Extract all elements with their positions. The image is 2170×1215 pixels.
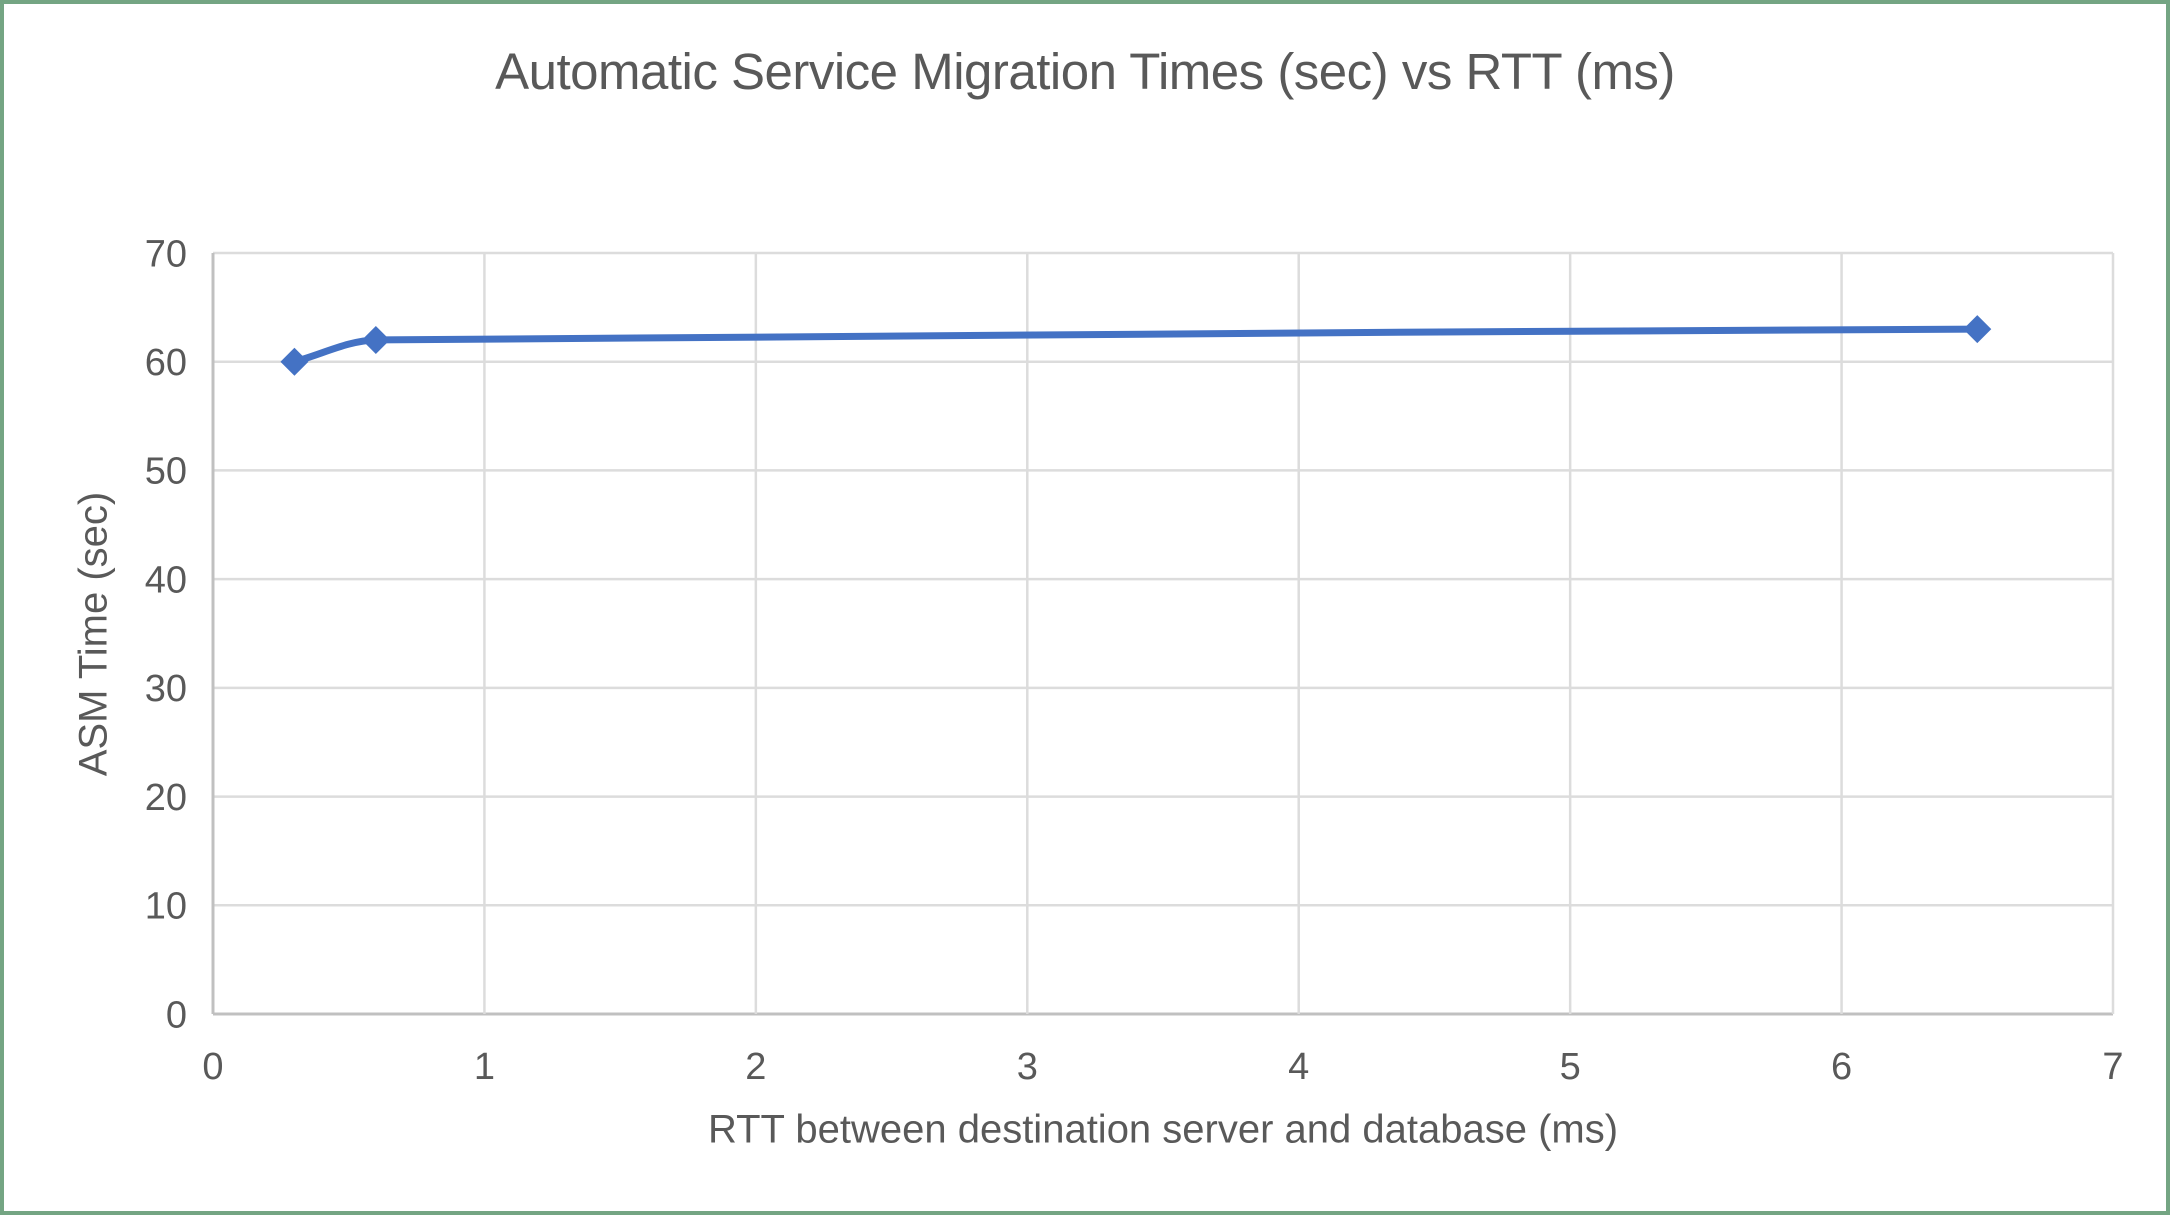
y-tick-label: 60 <box>145 342 187 384</box>
y-tick-label: 0 <box>166 994 187 1036</box>
x-tick-label: 7 <box>2102 1046 2123 1088</box>
data-point-marker <box>1963 315 1992 344</box>
plot-area: 0 10 20 30 40 50 60 70 0 1 2 3 4 5 6 7 <box>145 233 2124 1088</box>
x-tick-label: 5 <box>1560 1046 1581 1088</box>
x-tick-label: 4 <box>1288 1046 1309 1088</box>
x-tick-label: 6 <box>1831 1046 1852 1088</box>
x-tick-label: 3 <box>1017 1046 1038 1088</box>
y-tick-label: 10 <box>145 886 187 928</box>
x-tick-label: 1 <box>474 1046 495 1088</box>
data-point-marker <box>361 325 390 354</box>
chart-title: Automatic Service Migration Times (sec) … <box>495 43 1675 100</box>
data-point-marker <box>280 347 309 376</box>
y-tick-label: 70 <box>145 233 187 275</box>
y-tick-label: 40 <box>145 559 187 601</box>
y-tick-label: 50 <box>145 451 187 493</box>
x-axis-title: RTT between destination server and datab… <box>707 1107 1619 1152</box>
y-tick-label: 30 <box>145 668 187 710</box>
series-line <box>290 325 1981 366</box>
x-tick-label: 0 <box>202 1046 223 1088</box>
y-tick-label: 20 <box>145 777 187 819</box>
x-tick-label: 2 <box>745 1046 766 1088</box>
